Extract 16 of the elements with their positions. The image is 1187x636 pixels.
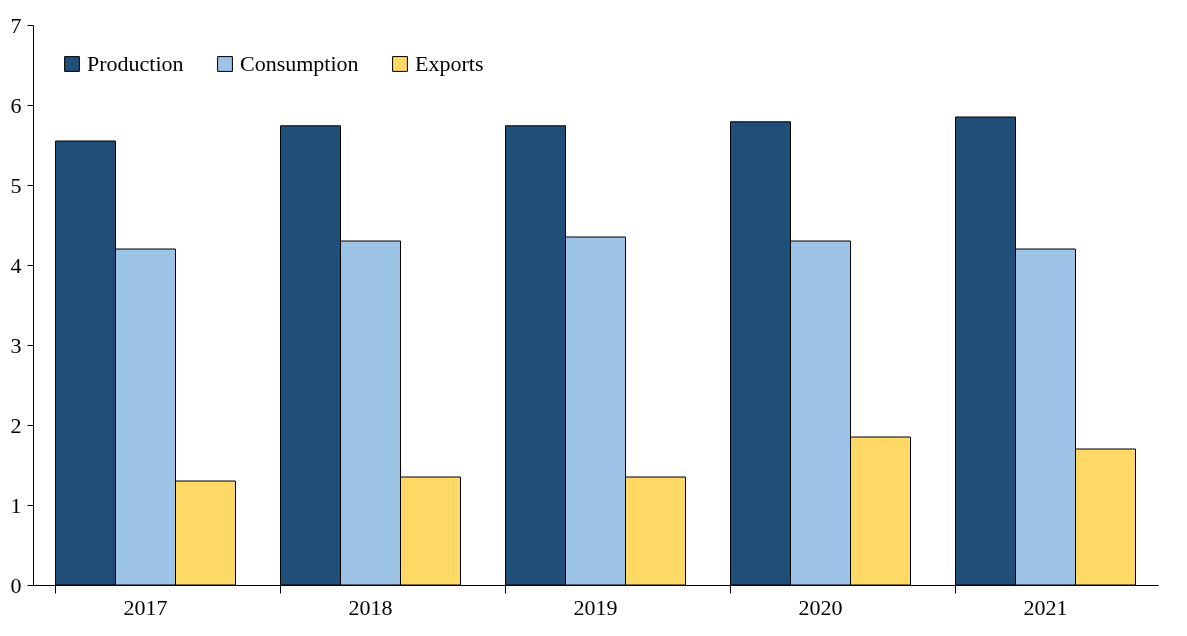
y-tick-label: 0 [10,572,22,598]
y-tick-label: 5 [10,172,22,198]
x-tick-label: 2021 [1023,594,1068,620]
y-tick-label: 7 [10,12,22,38]
y-tick-label: 1 [10,492,22,518]
x-tick-label: 2020 [798,594,843,620]
x-tick-label: 2018 [348,594,393,620]
y-tick-label: 6 [10,92,22,118]
x-tick-label: 2017 [123,594,168,620]
y-tick-label: 3 [10,332,22,358]
legend-label: Exports [415,51,484,76]
legend-label: Consumption [240,51,359,76]
legend-label: Production [87,51,184,76]
x-tick-label: 2019 [573,594,618,620]
y-tick-label: 4 [10,252,22,278]
y-tick-label: 2 [10,412,22,438]
